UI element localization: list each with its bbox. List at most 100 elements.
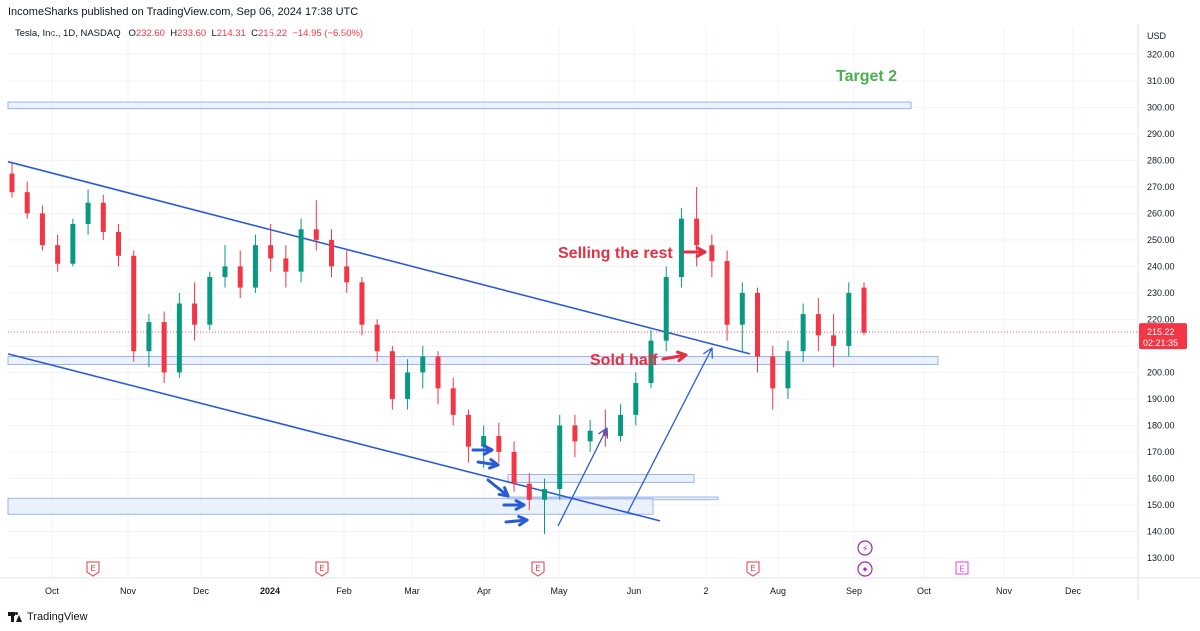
candles xyxy=(9,163,867,535)
time-tick-label: Dec xyxy=(1065,586,1082,596)
trendline xyxy=(7,160,751,355)
tradingview-footer: TradingView xyxy=(8,609,88,625)
price-tick-label: 170.00 xyxy=(1147,447,1175,457)
target-zone xyxy=(7,101,912,110)
price-tick-label: 320.00 xyxy=(1147,49,1175,59)
open-value: 232.60 xyxy=(135,28,165,39)
candle-body xyxy=(618,414,624,437)
candle-body xyxy=(739,292,745,325)
bar-countdown: 02:21:35 xyxy=(1143,338,1178,348)
time-tick-label: Nov xyxy=(996,586,1013,596)
price-tick-label: 310.00 xyxy=(1147,76,1175,86)
candle-body xyxy=(39,213,45,246)
candle-body xyxy=(237,266,243,288)
candle-body xyxy=(298,229,304,272)
last-price-value: 215.22 xyxy=(1147,327,1175,337)
candle-body xyxy=(161,322,167,373)
price-tick-label: 270.00 xyxy=(1147,182,1175,192)
dividend-marker: ⚡ xyxy=(857,540,873,556)
high-label: H xyxy=(170,28,178,39)
candle-body xyxy=(724,261,730,325)
price-tick-label: 280.00 xyxy=(1147,155,1175,165)
symbol-info-line: Tesla, Inc., 1D, NASDAQ O232.60 H233.60 … xyxy=(15,28,363,42)
candle-body xyxy=(755,292,760,357)
candle-body xyxy=(602,430,608,437)
price-tick-label: 190.00 xyxy=(1147,394,1175,404)
high-value: 233.60 xyxy=(177,28,207,39)
time-tick-label: 2 xyxy=(703,586,708,596)
candle-body xyxy=(465,414,471,447)
annotation-arrows xyxy=(471,246,713,527)
blue-pointer-arrow-head xyxy=(488,458,500,470)
sold-half-arrow xyxy=(661,353,688,361)
price-tick-label: 250.00 xyxy=(1147,235,1175,245)
dividend-marker-circle xyxy=(857,540,873,556)
earnings-badge-shape xyxy=(746,561,760,577)
price-chart[interactable]: Target 2 Selling the rest Sold half E E E E E ⚡… xyxy=(0,24,1200,600)
candle-body xyxy=(359,282,365,325)
candle-body xyxy=(633,383,639,415)
earnings-marker: E xyxy=(531,561,545,577)
close-label: C xyxy=(251,28,258,39)
candle-body xyxy=(831,335,837,346)
event-markers: E E E E E ⚡ ✦ xyxy=(86,540,969,577)
split-marker-glyph: ✦ xyxy=(861,566,869,576)
price-tick-label: 290.00 xyxy=(1147,129,1175,139)
candle-body xyxy=(24,192,30,214)
candle-body xyxy=(861,287,867,333)
currency-label: USD xyxy=(1147,31,1167,41)
support-zone xyxy=(507,473,695,483)
trend-arrow-head xyxy=(598,427,609,439)
support-zones xyxy=(7,101,939,515)
earnings-marker: E xyxy=(86,561,100,577)
price-tick-label: 300.00 xyxy=(1147,102,1175,112)
candle-body xyxy=(572,425,578,442)
candle-body xyxy=(770,356,776,389)
last-price-badge xyxy=(1139,323,1187,350)
candle-body xyxy=(511,451,517,484)
low-value: 214.31 xyxy=(216,28,246,39)
candle-body xyxy=(85,202,91,224)
time-tick-label: Nov xyxy=(120,586,137,596)
price-tick-label: 130.00 xyxy=(1147,553,1175,563)
candle-body xyxy=(146,322,152,352)
time-tick-label: May xyxy=(550,586,568,596)
support-zone xyxy=(7,497,654,515)
candle-body xyxy=(435,356,441,389)
earnings-badge-label: E xyxy=(319,564,324,573)
dividend-marker-glyph: ⚡ xyxy=(862,545,868,555)
symbol-name: Tesla, Inc., 1D, NASDAQ xyxy=(15,28,121,39)
candle-body xyxy=(283,258,289,272)
candle-body xyxy=(785,351,791,389)
candle-body xyxy=(207,276,213,325)
candle-body xyxy=(9,173,15,193)
blue-pointer-arrow-head xyxy=(482,444,494,456)
earnings-badge-shape xyxy=(86,561,100,577)
blue-pointer-arrow-head xyxy=(517,514,529,527)
time-tick-label: 2024 xyxy=(260,586,280,596)
blue-pointer-arrow xyxy=(486,478,510,498)
time-axis: Oct Nov Dec 2024 Feb Mar Apr May Jun 2 Aug Sep Oct No… xyxy=(0,577,1200,596)
candle-body xyxy=(694,218,700,246)
candle-body xyxy=(374,324,380,352)
earnings-badge-shape xyxy=(531,561,545,577)
sold-half-label: Sold half xyxy=(590,352,658,369)
candle-body xyxy=(222,266,228,277)
time-tick-label: Dec xyxy=(193,586,210,596)
candle-body xyxy=(116,231,121,256)
candle-body xyxy=(526,483,532,500)
candle-body xyxy=(815,314,821,336)
candle-body xyxy=(405,372,411,399)
candle-body xyxy=(678,218,684,277)
candle-body xyxy=(420,356,426,373)
earnings-badge-label: E xyxy=(750,564,755,573)
candle-body xyxy=(542,489,547,500)
candle-body xyxy=(131,255,137,352)
candle-body xyxy=(663,276,669,341)
change-value: −14.95 (−6.50%) xyxy=(292,28,364,39)
candle-body xyxy=(176,303,182,373)
candle-body xyxy=(648,340,654,384)
time-tick-label: Mar xyxy=(404,586,420,596)
blue-pointer-arrow xyxy=(476,460,500,467)
candle-body xyxy=(450,388,456,415)
